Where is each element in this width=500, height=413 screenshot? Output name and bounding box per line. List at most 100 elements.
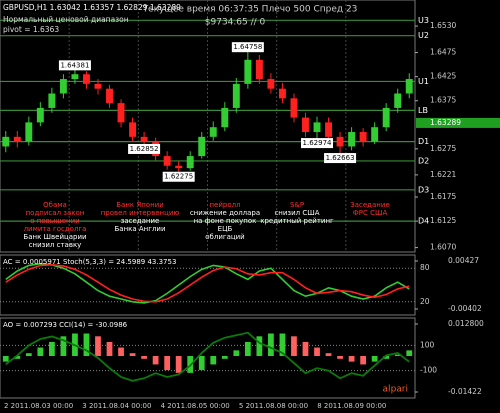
ao-bar bbox=[325, 353, 332, 357]
candle-body bbox=[278, 88, 286, 99]
y2-tick-label: 80 bbox=[420, 263, 430, 272]
ao-bar bbox=[210, 356, 217, 365]
news-red: провел интервенцию bbox=[101, 209, 180, 217]
ao-bar bbox=[95, 336, 101, 357]
price-label: 1.64758 bbox=[233, 43, 262, 51]
level-label: U2 bbox=[418, 31, 429, 40]
x-tick-label: 8 2011.08.09 00:00 bbox=[317, 402, 386, 410]
ao-bar bbox=[383, 356, 390, 359]
candle-body bbox=[83, 74, 90, 84]
balance: $9734.65 // 0 bbox=[205, 18, 266, 28]
ao-bar bbox=[348, 356, 355, 362]
y-tick-label: 1.6175 bbox=[430, 192, 456, 201]
series-line bbox=[5, 262, 410, 304]
ao-bar bbox=[2, 356, 9, 362]
price-label-box bbox=[231, 42, 264, 53]
ac-frame bbox=[0, 254, 416, 316]
ao-bar bbox=[302, 341, 309, 357]
y-tick-label: 1.6275 bbox=[430, 144, 456, 153]
ao-bar bbox=[394, 354, 401, 357]
news-white: ЕЦБ bbox=[218, 225, 233, 233]
ao-bar bbox=[164, 356, 171, 371]
panel-title: AC = 0.0005971 Stoch(5,3,3) = 24.5989 43… bbox=[3, 258, 176, 266]
ao-bar bbox=[25, 353, 32, 357]
candle-body bbox=[382, 107, 390, 128]
candle-body bbox=[232, 83, 240, 108]
price-label: 1.62663 bbox=[326, 154, 355, 162]
ao-bar bbox=[83, 333, 90, 357]
level-label: D1 bbox=[418, 137, 429, 146]
ao-bar bbox=[37, 347, 44, 357]
candle-body bbox=[48, 93, 56, 108]
y2-tick-label: 20 bbox=[420, 297, 430, 306]
price-label-box bbox=[128, 143, 161, 154]
news-red: ФРС США bbox=[353, 209, 388, 217]
y-tick-label: 1.6425 bbox=[430, 72, 456, 81]
ao-bar bbox=[268, 333, 274, 357]
ao-bar bbox=[118, 347, 124, 357]
x-tick-label: 5 2011.08.08 00:00 bbox=[239, 402, 308, 410]
cci-line bbox=[5, 331, 410, 382]
candle-body bbox=[25, 122, 33, 142]
y-tick-label: 0.012800 bbox=[448, 319, 484, 328]
candle-body bbox=[94, 83, 102, 89]
y-tick-label: 1.6530 bbox=[430, 21, 456, 30]
candle-body bbox=[221, 107, 229, 128]
news-red: лимита госдолга bbox=[24, 225, 87, 233]
level-label: D2 bbox=[418, 156, 429, 165]
news-white: на фоне покупок bbox=[194, 217, 257, 225]
ao-bar bbox=[406, 350, 413, 357]
news-white: Банк Швейцарии bbox=[23, 233, 86, 241]
y-tick-label: 0.00427 bbox=[448, 256, 479, 265]
last-price: 1.63289 bbox=[430, 118, 461, 127]
ao-bar bbox=[244, 341, 251, 357]
candle-body bbox=[290, 98, 298, 118]
main-frame bbox=[0, 0, 416, 253]
price-label-box bbox=[301, 138, 334, 149]
ao-bar bbox=[279, 333, 286, 357]
y-tick-label: 1.6375 bbox=[430, 96, 456, 105]
price-label: 1.64381 bbox=[60, 61, 89, 69]
candle-body bbox=[209, 127, 217, 137]
candle-body bbox=[198, 136, 206, 157]
candle-body bbox=[394, 93, 402, 108]
news-red: подписал закон bbox=[26, 209, 85, 217]
ao-bar bbox=[221, 356, 228, 359]
price-label: 1.62852 bbox=[130, 145, 159, 153]
candle-body bbox=[267, 79, 275, 89]
candle-body bbox=[129, 122, 137, 137]
ao-bar bbox=[14, 356, 21, 359]
y-tick-label: 1.6070 bbox=[430, 243, 456, 252]
news-red: пейролл bbox=[209, 201, 240, 209]
y-tick-label: 1.6221 bbox=[430, 170, 456, 179]
ao-bar bbox=[360, 356, 367, 365]
ao-bar bbox=[60, 336, 67, 357]
x-tick-label: 3 2011.08.04 00:00 bbox=[82, 402, 151, 410]
price-label: 1.62974 bbox=[303, 139, 332, 147]
x-tick-label: 2 2011.08.03 00:00 bbox=[4, 402, 73, 410]
ao-bar bbox=[291, 336, 297, 357]
price-label-box bbox=[58, 60, 91, 71]
candle-body bbox=[336, 136, 344, 147]
ao-bar bbox=[198, 356, 205, 371]
ao-bar bbox=[256, 336, 263, 357]
subtitle: Нормальный ценовой диапазон bbox=[3, 15, 129, 24]
candle-body bbox=[175, 165, 183, 169]
symbol-line: GBPUSD,H1 1.63042 1.63357 1.62829 1.6328… bbox=[3, 3, 181, 12]
candle-body bbox=[302, 117, 309, 133]
news-white: облигаций bbox=[205, 233, 244, 241]
y2-tick-label: -100 bbox=[420, 366, 437, 375]
news-red: S&P bbox=[290, 201, 304, 209]
ao-bar bbox=[106, 341, 113, 357]
ao-bar bbox=[371, 356, 378, 362]
ao-bar bbox=[233, 350, 240, 357]
ao-bar bbox=[337, 356, 343, 359]
price-label-box bbox=[324, 153, 357, 164]
candle-body bbox=[313, 122, 321, 133]
price-label-box bbox=[162, 171, 195, 182]
level-label: LB bbox=[418, 106, 428, 115]
level-label: D4 bbox=[418, 217, 429, 226]
candle-body bbox=[59, 79, 67, 94]
ao-bar bbox=[129, 353, 136, 357]
